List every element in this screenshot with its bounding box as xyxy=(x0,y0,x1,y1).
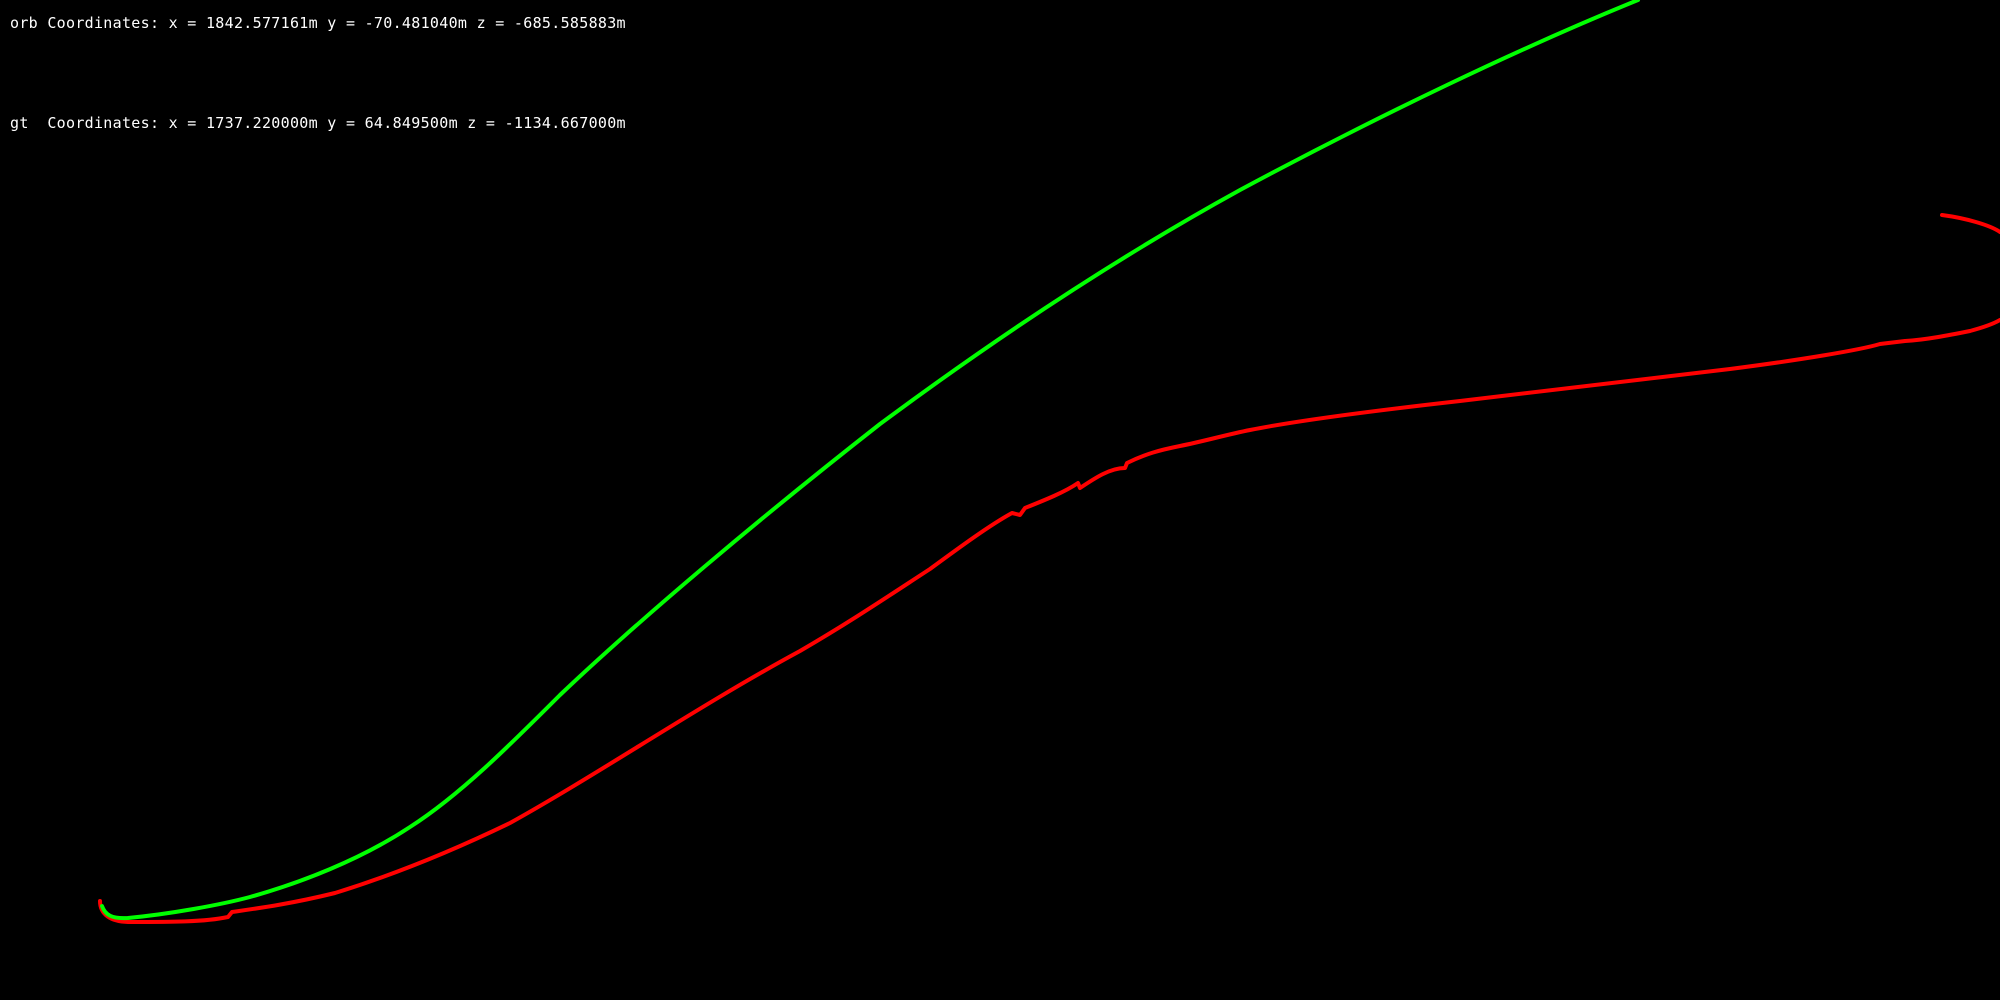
orb-y-value: y = -70.481040m xyxy=(327,14,468,32)
gt-x-value: x = 1737.220000m xyxy=(168,114,318,132)
gt-y-value: y = 64.849500m xyxy=(327,114,458,132)
gt-trajectory-line xyxy=(98,318,2000,924)
orb-trajectory-line xyxy=(100,0,1640,921)
gt-coordinates-readout: gt Coordinates: x = 1737.220000m y = 64.… xyxy=(10,114,626,132)
gt-trajectory-return-hook xyxy=(1940,213,2000,234)
orb-z-value: z = -685.585883m xyxy=(476,14,626,32)
orb-label: orb Coordinates: xyxy=(10,14,160,32)
orb-coordinates-readout: orb Coordinates: x = 1842.577161m y = -7… xyxy=(10,14,626,32)
orb-x-value: x = 1842.577161m xyxy=(168,14,318,32)
gt-z-value: z = -1134.667000m xyxy=(467,114,626,132)
gt-label: gt Coordinates: xyxy=(10,114,160,132)
